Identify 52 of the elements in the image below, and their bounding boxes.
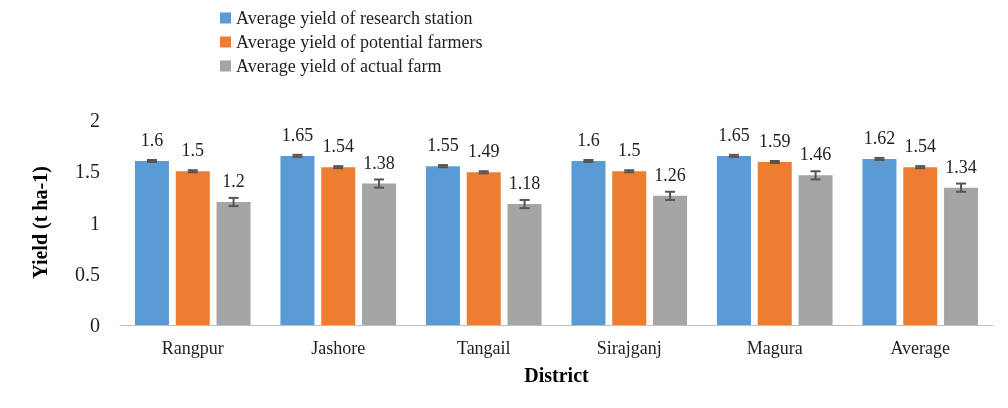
y-axis-title: Yield (t ha-1): [29, 166, 52, 279]
bar: [507, 204, 542, 325]
data-label: 1.2: [222, 171, 245, 191]
bar: [425, 166, 460, 325]
data-label: 1.34: [945, 156, 977, 177]
data-label: 1.18: [508, 173, 541, 194]
data-label: 1.62: [863, 127, 896, 148]
bar: [466, 172, 501, 325]
x-tick-label: Sirajganj: [596, 338, 662, 358]
bar: [362, 183, 397, 325]
y-tick-label: 0.5: [75, 262, 100, 285]
bar: [653, 195, 688, 325]
x-axis-title: District: [524, 364, 590, 386]
y-tick-label: 2: [90, 109, 100, 131]
y-tick-label: 0: [90, 314, 100, 336]
bar: [944, 187, 979, 325]
data-label: 1.38: [363, 152, 395, 173]
data-label: 1.54: [322, 136, 354, 157]
bar: [175, 171, 210, 325]
data-label: 1.59: [759, 131, 791, 152]
data-label: 1.65: [718, 124, 750, 145]
x-tick-label: Magura: [746, 338, 803, 358]
bar: [798, 175, 833, 325]
data-label: 1.6: [577, 130, 600, 150]
data-label: 1.55: [427, 135, 459, 156]
legend-label: Average yield of potential farmers: [236, 32, 483, 52]
bar: [757, 162, 792, 325]
data-label: 1.49: [468, 141, 500, 162]
x-tick-label: Jashore: [311, 338, 366, 358]
y-tick-label: 1.5: [75, 160, 100, 183]
data-label: 1.26: [654, 164, 686, 185]
bar: [134, 161, 169, 325]
x-tick-label: Rangpur: [161, 338, 224, 358]
y-tick-label: 1: [90, 211, 100, 234]
data-label: 1.6: [140, 130, 164, 150]
bar: [903, 167, 938, 325]
data-label: 1.5: [618, 140, 641, 161]
x-tick-label: Tangail: [456, 338, 511, 358]
bar: [571, 161, 606, 325]
data-label: 1.5: [181, 140, 204, 161]
bar: [612, 171, 647, 325]
bar: [321, 167, 356, 325]
bar: [716, 155, 751, 325]
bar: [216, 202, 251, 325]
bar: [280, 155, 315, 325]
data-label: 1.46: [799, 144, 832, 165]
legend-label: Average yield of research station: [236, 8, 473, 28]
data-label: 1.65: [281, 124, 314, 145]
legend-label: Average yield of actual farm: [236, 56, 442, 76]
x-tick-label: Average: [890, 338, 951, 358]
bar: [862, 158, 897, 325]
data-label: 1.54: [904, 136, 936, 157]
